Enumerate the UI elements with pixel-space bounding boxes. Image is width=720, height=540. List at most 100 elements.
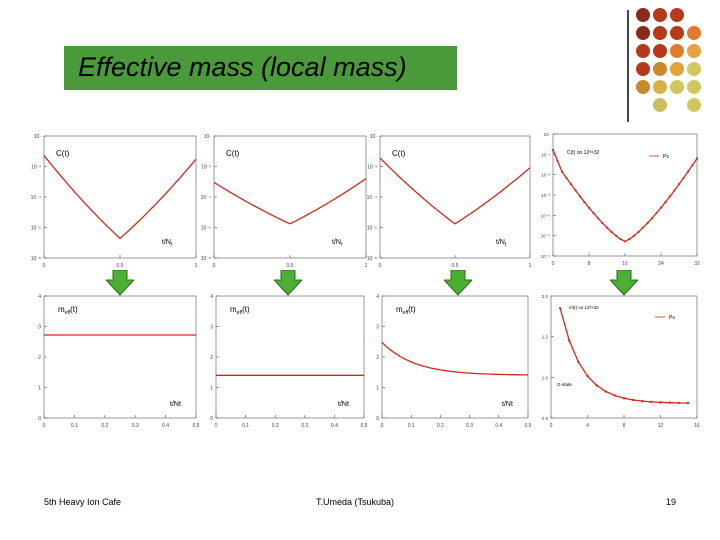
x-tick-label: 0.2 — [272, 423, 279, 429]
x-tick-label: 0 — [43, 423, 46, 429]
y-tick-label: 0.5 — [542, 416, 549, 421]
data-point — [691, 163, 694, 167]
decor-dot — [653, 80, 667, 94]
y-tick-label: 10⁻¹ — [541, 152, 550, 157]
legend-label: Ps — [663, 154, 669, 160]
decor-dot — [653, 26, 667, 40]
x-tick-label: 0.3 — [301, 423, 308, 429]
effective-mass-panel-1: 4 3 2 1 0 0 0.1 0.2 0.3 0.4 0.5 meff(t) t/Nt — [30, 290, 202, 430]
x-tick-label: 8 — [588, 261, 591, 267]
decor-dot — [687, 26, 701, 40]
plot-title: C(t) on 12³×32 — [567, 150, 600, 156]
y-tick-label: 2 — [376, 355, 379, 361]
lattice-correlator-panel: 10· 10⁻¹ 10⁻² 10⁻³ 10⁻⁴ 10⁻⁵ 10⁻⁶ 0 8 16 24 32 C(t) … — [535, 126, 703, 268]
y-tick-label: 10⁻⁶ — [31, 226, 41, 232]
down-arrow-3 — [444, 270, 472, 296]
data-point — [583, 200, 586, 204]
x-tick-label: 8 — [623, 423, 626, 429]
y-tick-label: 10· — [370, 134, 378, 140]
y-tick-label: 10· — [34, 134, 42, 140]
decor-dot — [687, 62, 701, 76]
x-tick-label: 4 — [586, 423, 589, 429]
y-tick-label: 0 — [376, 416, 379, 422]
slide-title: Effective mass (local mass) — [78, 52, 407, 82]
lattice-effective-mass-panel: 2.0 1.5 1.0 0.5 0 4 8 12 16 m(t) on 12³×32 Ps G-sta… — [535, 288, 703, 430]
data-point — [577, 360, 580, 364]
axis-label: t/Nt — [162, 239, 173, 248]
x-tick-label: 1 — [529, 263, 532, 269]
data-point — [632, 234, 636, 237]
data-point — [569, 183, 573, 186]
y-tick-label: 1.5 — [542, 335, 549, 340]
decor-dot — [636, 98, 650, 112]
effective-mass-panel-3: 4 3 2 1 0 0 0.1 0.2 0.3 0.4 0.5 meff(t) t/Nt — [368, 290, 534, 430]
y-tick-label: 10⁻⁶ — [541, 254, 550, 259]
decor-dot — [636, 8, 650, 22]
x-tick-label: 16 — [622, 261, 628, 267]
data-point — [664, 200, 667, 204]
decor-dot — [636, 44, 650, 58]
decor-dot — [653, 62, 667, 76]
data-point — [650, 400, 653, 404]
data-point — [695, 157, 699, 160]
data-point — [637, 230, 640, 234]
decor-dot — [653, 8, 667, 22]
data-point — [604, 390, 607, 393]
y-tick-label: 3 — [376, 325, 379, 331]
data-point — [587, 206, 591, 209]
data-point — [595, 384, 598, 387]
y-tick-label: 10⁻⁶ — [367, 226, 377, 232]
axis-label: t/Nt — [338, 401, 349, 408]
footer-event: 5th Heavy Ion Cafe — [44, 497, 122, 507]
curve-label: meff(t) — [58, 305, 78, 316]
data-point — [551, 148, 555, 151]
effective-mass-curve — [381, 341, 528, 376]
data-point — [623, 240, 627, 243]
decor-dot — [687, 80, 701, 94]
down-arrow-4 — [610, 270, 638, 296]
x-tick-label: 0.5 — [287, 263, 294, 269]
correlator-curve — [43, 155, 197, 240]
data-point — [586, 374, 589, 378]
x-tick-label: 24 — [658, 261, 664, 267]
x-tick-label: 0 — [213, 263, 216, 269]
data-point — [622, 397, 626, 400]
x-tick-label: 12 — [658, 423, 664, 429]
x-tick-label: 0.5 — [452, 263, 459, 269]
x-tick-label: 0 — [552, 261, 555, 267]
decor-dot — [636, 80, 650, 94]
data-point — [677, 183, 681, 186]
y-tick-label: 10⁻⁴ — [201, 195, 211, 201]
y-tick-label: 3 — [38, 325, 41, 331]
curve-label: meff(t) — [230, 305, 250, 316]
x-tick-label: 0 — [381, 423, 384, 429]
x-tick-label: 16 — [694, 423, 700, 429]
curve-label: C(t) — [226, 149, 240, 158]
axis-label: t/Nt — [496, 239, 507, 248]
decor-dot — [670, 44, 684, 58]
x-tick-label: 0.4 — [495, 423, 502, 429]
plot-frame — [550, 295, 698, 419]
y-tick-label: 10⁻³ — [541, 193, 550, 198]
y-tick-label: 1 — [38, 386, 41, 392]
y-tick-label: 1 — [210, 386, 213, 392]
effective-mass-fit-line — [559, 308, 688, 404]
data-point — [558, 307, 562, 310]
y-tick-label: 1.0 — [542, 375, 549, 380]
y-tick-label: 3 — [210, 325, 213, 331]
y-tick-label: 10⁻⁶ — [201, 226, 211, 232]
data-point — [631, 398, 635, 402]
correlator-panel-3: 10· 10⁻² 10⁻⁴ 10⁻⁶ 10⁻⁸ 0 0.5 1 C(t) t/Nt — [366, 128, 534, 270]
title-banner: Effective mass (local mass) — [64, 46, 457, 90]
data-point — [614, 234, 618, 237]
x-tick-label: 0 — [379, 263, 382, 269]
y-tick-label: 4 — [38, 294, 41, 300]
decor-dot — [687, 8, 701, 22]
axis-label: t/Nt — [170, 401, 181, 408]
x-tick-label: 0.4 — [331, 423, 338, 429]
decor-dot — [687, 98, 701, 112]
decor-dot — [670, 98, 684, 112]
decor-dot — [670, 26, 684, 40]
axis-label: t/Nt — [502, 401, 513, 408]
y-tick-label: 10⁻² — [541, 173, 550, 178]
